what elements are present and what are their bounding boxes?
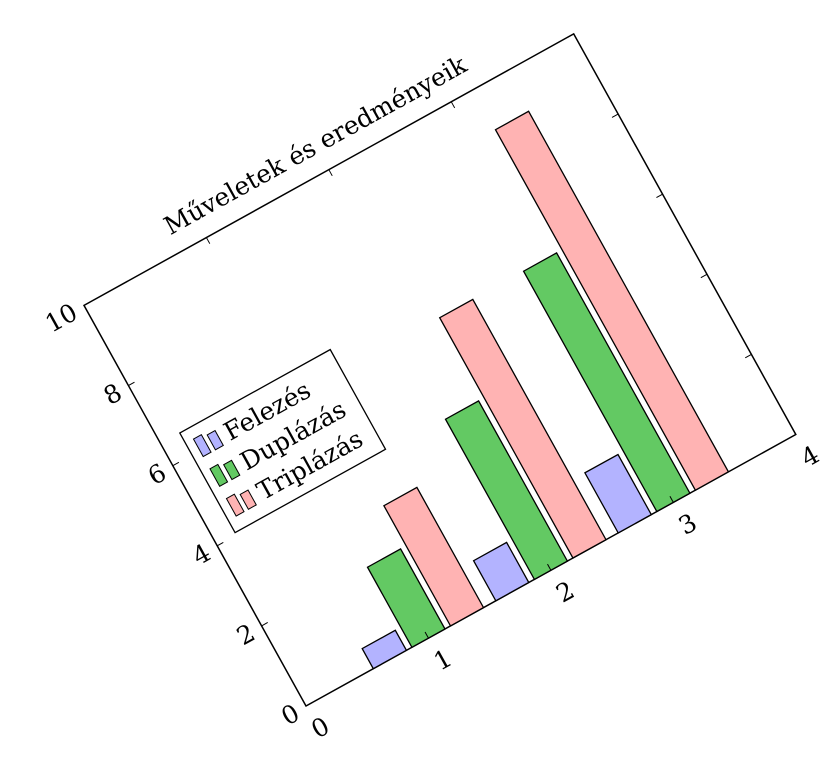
bar xyxy=(366,548,446,649)
bars xyxy=(361,110,730,670)
legend-swatch xyxy=(239,489,257,510)
y-tick-mark xyxy=(261,622,268,627)
x-tick-label: 4 xyxy=(796,440,824,473)
bar xyxy=(383,486,485,627)
x-tick-mark-top xyxy=(450,101,456,109)
x-tick-mark-top xyxy=(83,305,88,312)
bar xyxy=(584,453,653,534)
x-tick-mark-top xyxy=(328,169,333,177)
legend-swatch xyxy=(209,463,229,487)
bar xyxy=(494,110,730,492)
bar xyxy=(361,629,408,670)
y-tick-label: 10 xyxy=(40,298,82,339)
y-tick-label: 8 xyxy=(99,378,127,411)
x-tick-mark-top xyxy=(573,33,578,41)
chart-title: Műveletek és eredményeik xyxy=(159,49,472,240)
x-tick-label: 0 xyxy=(306,711,334,744)
y-tick-mark-right xyxy=(789,434,797,439)
legend-swatch xyxy=(225,493,245,517)
x-tick-label: 3 xyxy=(674,508,702,541)
x-tick-label: 2 xyxy=(551,575,579,608)
bar xyxy=(444,400,569,581)
y-tick-mark-right xyxy=(611,113,619,118)
y-tick-mark-right xyxy=(567,33,574,38)
y-tick-mark xyxy=(83,301,91,306)
legend-frame xyxy=(178,348,387,534)
x-tick-mark xyxy=(547,563,552,571)
bar xyxy=(438,298,607,559)
y-tick-label: 4 xyxy=(187,538,215,571)
x-tick-mark xyxy=(791,428,797,435)
y-tick-mark xyxy=(216,541,224,547)
legend-swatch xyxy=(206,429,224,451)
x-tick-mark xyxy=(302,699,307,707)
y-tick-label: 2 xyxy=(232,618,260,651)
y-tick-mark xyxy=(128,381,135,386)
legend-swatch xyxy=(222,459,241,481)
y-tick-label: 6 xyxy=(143,458,171,491)
bar xyxy=(472,541,530,602)
y-tick-mark-right xyxy=(745,353,752,359)
legend-swatch xyxy=(192,434,212,458)
bar xyxy=(522,252,691,513)
ticks: 0 1 2 3 4 0 2 4 6 8 10 xyxy=(40,33,824,744)
y-tick-label: 0 xyxy=(276,698,304,731)
x-tick-mark xyxy=(424,631,429,639)
y-tick-mark-right xyxy=(656,193,663,199)
y-tick-mark-right xyxy=(700,273,708,279)
y-tick-mark xyxy=(305,702,313,707)
y-tick-mark xyxy=(172,461,180,467)
x-tick-label: 1 xyxy=(429,643,457,676)
x-tick-mark xyxy=(669,496,674,503)
x-tick-mark-top xyxy=(205,237,211,244)
